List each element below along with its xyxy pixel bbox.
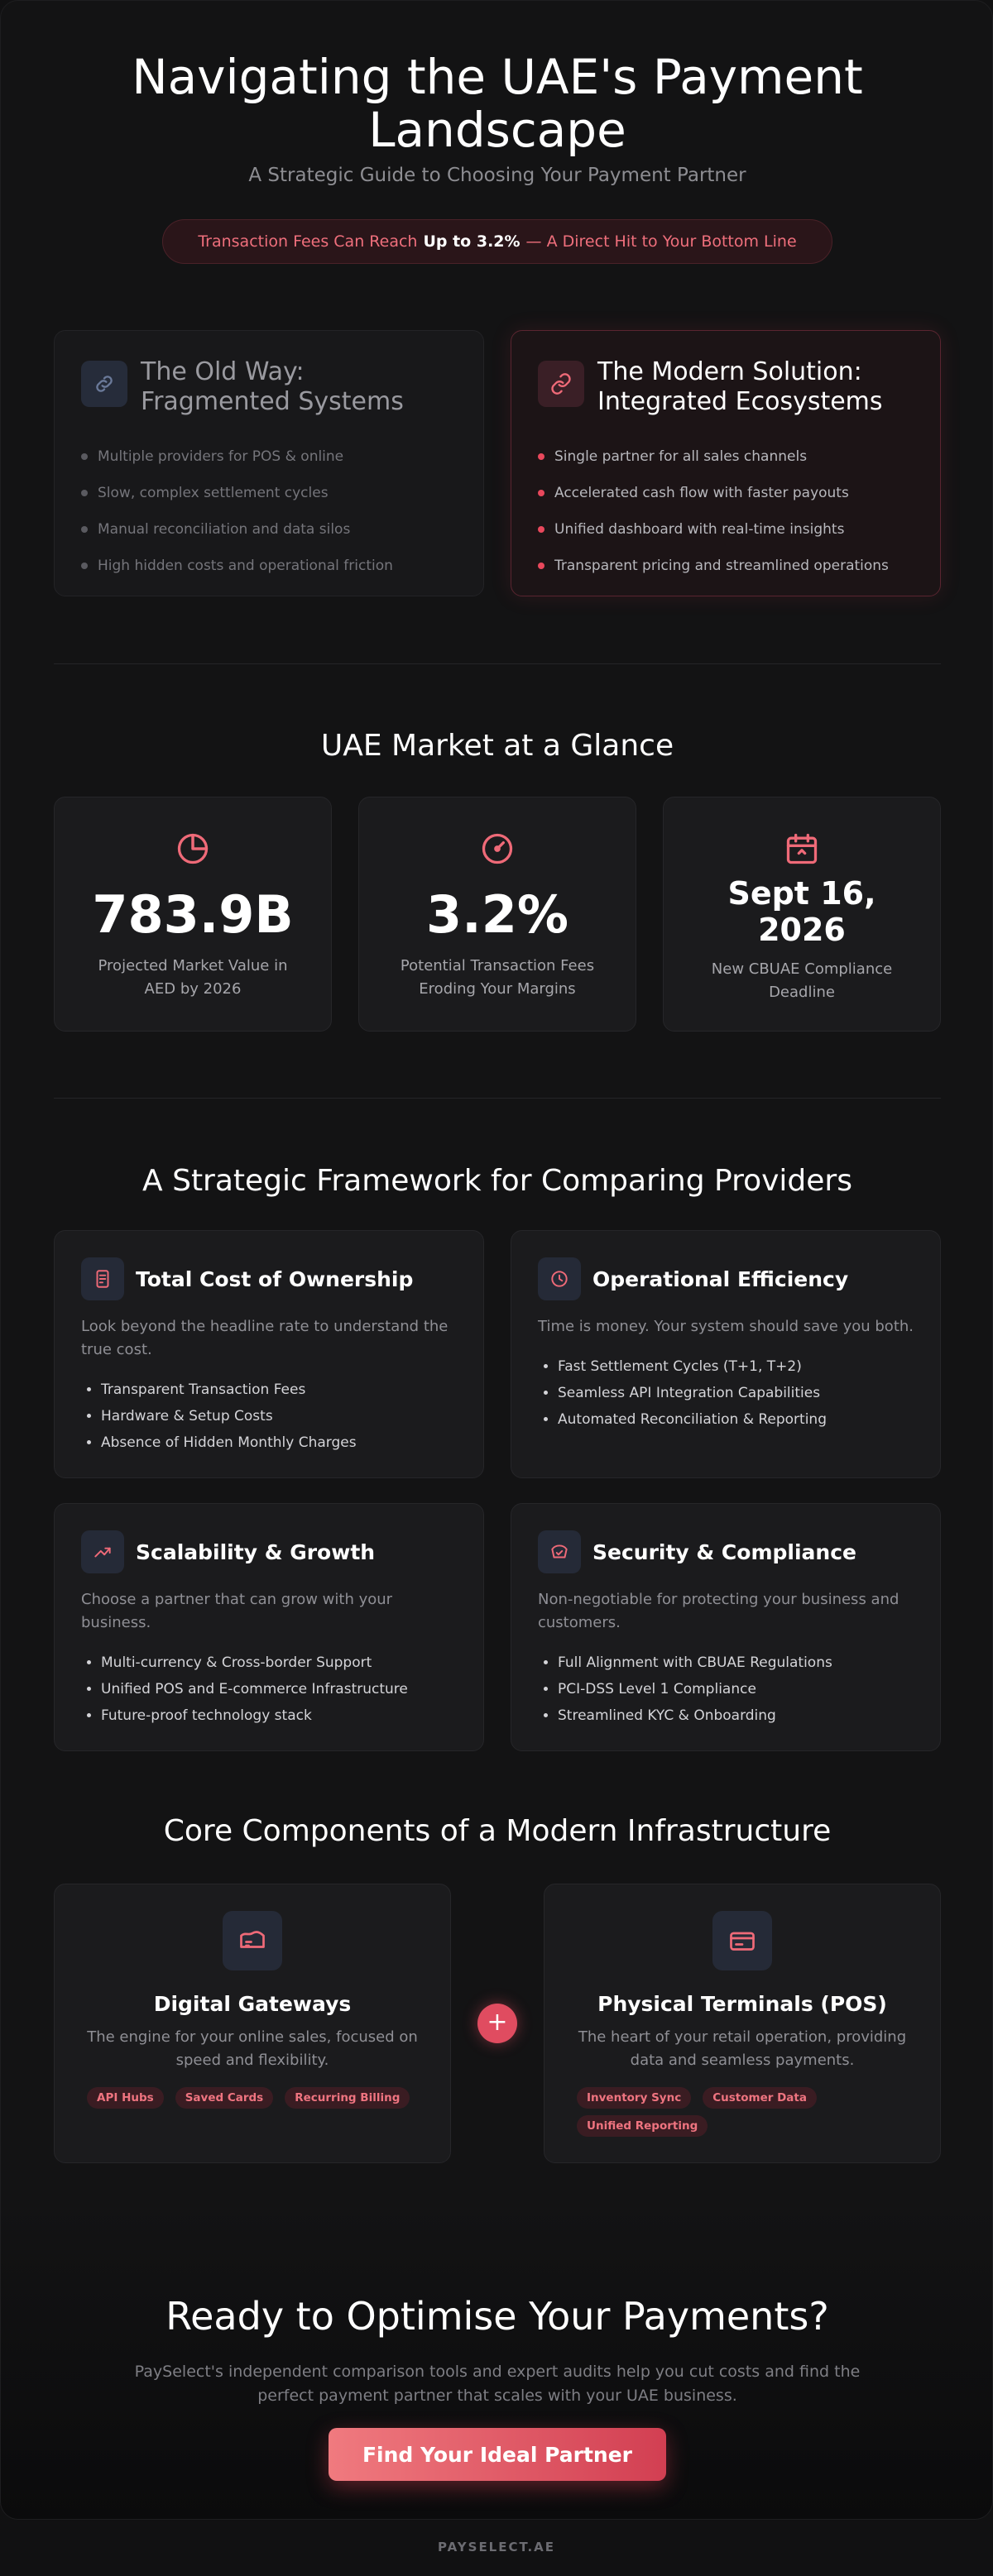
- list-item: Fast Settlement Cycles (T+1, T+2): [558, 1353, 914, 1380]
- broken-link-icon: [81, 361, 127, 407]
- stat-value: 783.9B: [92, 884, 294, 945]
- feature-tag: Customer Data: [703, 2087, 817, 2109]
- stat-label: Potential Transaction Fees Eroding Your …: [400, 957, 595, 998]
- stat-label: New CBUAE Compliance Deadline: [711, 960, 893, 1001]
- page-title: Navigating the UAE's Payment Landscape: [1, 49, 992, 158]
- stat-card-fees: 3.2% Potential Transaction Fees Eroding …: [358, 797, 636, 1032]
- link-icon: [538, 361, 584, 407]
- framework-card-desc: Non-negotiable for protecting your busin…: [538, 1591, 899, 1631]
- footer-brand[interactable]: PAYSELECT.AE: [437, 2540, 556, 2554]
- framework-card-scalability: Scalability & Growth Choose a partner th…: [54, 1503, 484, 1751]
- framework-card-title: Operational Efficiency: [592, 1266, 849, 1291]
- old-way-card: The Old Way: Fragmented Systems Multiple…: [54, 330, 484, 596]
- feature-tag: Inventory Sync: [577, 2087, 692, 2109]
- list-item: Unified POS and E-commerce Infrastructur…: [101, 1676, 457, 1702]
- terminal-card-icon: [712, 1911, 772, 1970]
- calendar-icon: [664, 831, 940, 869]
- fee-prefix: Transaction Fees Can Reach: [198, 232, 418, 251]
- core-card-desc: The heart of your retail operation, prov…: [578, 2028, 907, 2069]
- framework-card-desc: Choose a partner that can grow with your…: [81, 1591, 393, 1631]
- list-item: Accelerated cash flow with faster payout…: [538, 485, 914, 501]
- stat-value: Sept 16, 2026: [664, 875, 940, 948]
- list-item: Seamless API Integration Capabilities: [558, 1380, 914, 1406]
- modern-solution-title: The Modern Solution: Integrated Ecosyste…: [597, 357, 883, 416]
- market-section-title: UAE Market at a Glance: [320, 729, 674, 763]
- section-divider: [54, 663, 941, 664]
- stat-value: 3.2%: [426, 884, 568, 945]
- list-item: Transparent pricing and streamlined oper…: [538, 558, 914, 574]
- list-item: Streamlined KYC & Onboarding: [558, 1702, 914, 1729]
- stat-value-line-1: Sept 16,: [727, 875, 876, 912]
- stat-value-line-2: 2026: [758, 912, 846, 948]
- find-partner-button[interactable]: Find Your Ideal Partner: [329, 2428, 666, 2481]
- page-frame: Navigating the UAE's Payment Landscape A…: [0, 0, 993, 2520]
- cta-title: Ready to Optimise Your Payments?: [166, 2294, 829, 2339]
- core-card-title: Physical Terminals (POS): [597, 1992, 887, 2016]
- framework-section-title: A Strategic Framework for Comparing Prov…: [142, 1164, 852, 1198]
- list-item: Full Alignment with CBUAE Regulations: [558, 1650, 914, 1676]
- framework-card-desc: Time is money. Your system should save y…: [538, 1318, 914, 1335]
- trend-up-icon: [81, 1530, 124, 1573]
- framework-card-desc: Look beyond the headline rate to underst…: [81, 1318, 449, 1358]
- shield-icon: [538, 1530, 581, 1573]
- fee-suffix: — A Direct Hit to Your Bottom Line: [525, 232, 797, 251]
- pie-chart-icon: [55, 831, 331, 869]
- framework-card-title: Scalability & Growth: [136, 1539, 376, 1564]
- framework-card-title: Security & Compliance: [592, 1539, 856, 1564]
- core-section-title: Core Components of a Modern Infrastructu…: [163, 1814, 832, 1848]
- list-item: Transparent Transaction Fees: [101, 1377, 457, 1403]
- feature-tag: Saved Cards: [175, 2087, 274, 2109]
- core-card-title: Digital Gateways: [153, 1992, 352, 2016]
- section-divider: [54, 1098, 941, 1099]
- stat-card-deadline: Sept 16, 2026 New CBUAE Compliance Deadl…: [663, 797, 941, 1032]
- receipt-icon: [81, 1257, 124, 1300]
- list-item: PCI-DSS Level 1 Compliance: [558, 1676, 914, 1702]
- core-card-gateways: Digital Gateways The engine for your onl…: [54, 1884, 451, 2163]
- page-title-line-1: Navigating the UAE's Payment: [132, 49, 863, 105]
- list-item: Hardware & Setup Costs: [101, 1403, 457, 1429]
- page-title-line-2: Landscape: [368, 102, 626, 158]
- list-item: Unified dashboard with real-time insight…: [538, 521, 914, 538]
- list-item: Multi-currency & Cross-border Support: [101, 1650, 457, 1676]
- feature-tag: Unified Reporting: [577, 2115, 708, 2137]
- cta-description: PaySelect's independent comparison tools…: [134, 2363, 861, 2405]
- gauge-icon: [359, 831, 636, 869]
- list-item: Absence of Hidden Monthly Charges: [101, 1429, 457, 1456]
- list-item: Manual reconciliation and data silos: [81, 521, 457, 538]
- old-way-title: The Old Way: Fragmented Systems: [141, 357, 404, 416]
- stat-label: Projected Market Value in AED by 2026: [98, 957, 288, 998]
- list-item: High hidden costs and operational fricti…: [81, 558, 457, 574]
- list-item: Slow, complex settlement cycles: [81, 485, 457, 501]
- framework-card-cost: Total Cost of Ownership Look beyond the …: [54, 1230, 484, 1478]
- list-item: Future-proof technology stack: [101, 1702, 457, 1729]
- feature-tag: Recurring Billing: [285, 2087, 410, 2109]
- core-card-terminals: Physical Terminals (POS) The heart of yo…: [544, 1884, 941, 2163]
- fee-highlight-value: Up to 3.2%: [423, 232, 520, 251]
- modern-solution-card: The Modern Solution: Integrated Ecosyste…: [511, 330, 941, 596]
- stat-card-market-value: 783.9B Projected Market Value in AED by …: [54, 797, 332, 1032]
- feature-tag: API Hubs: [87, 2087, 164, 2109]
- page-subtitle: A Strategic Guide to Choosing Your Payme…: [248, 165, 746, 186]
- framework-card-security: Security & Compliance Non-negotiable for…: [511, 1503, 941, 1751]
- clock-icon: [538, 1257, 581, 1300]
- gateway-icon: [223, 1911, 282, 1970]
- core-card-desc: The engine for your online sales, focuse…: [87, 2028, 418, 2069]
- framework-card-title: Total Cost of Ownership: [136, 1266, 414, 1291]
- plus-icon: +: [477, 2004, 517, 2043]
- list-item: Multiple providers for POS & online: [81, 448, 457, 465]
- framework-card-efficiency: Operational Efficiency Time is money. Yo…: [511, 1230, 941, 1478]
- list-item: Single partner for all sales channels: [538, 448, 914, 465]
- list-item: Automated Reconciliation & Reporting: [558, 1406, 914, 1433]
- fee-highlight-pill: Transaction Fees Can Reach Up to 3.2% — …: [162, 219, 832, 264]
